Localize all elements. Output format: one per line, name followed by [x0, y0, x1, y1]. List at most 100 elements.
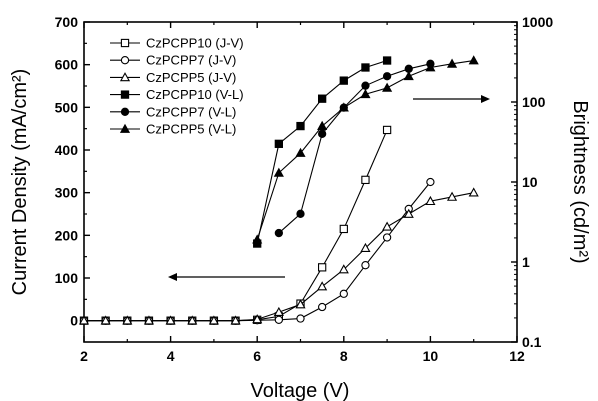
data-point [274, 315, 283, 324]
arrow-head-right [481, 95, 490, 103]
legend: CzPCPP10 (J-V) CzPCPP7 (J-V) CzPCPP5 (J-V)… [110, 36, 244, 137]
data-point [230, 315, 241, 325]
legend-marker [119, 72, 131, 82]
y-right-tick-label: 1 [522, 254, 530, 270]
data-point [360, 242, 371, 252]
data-point [317, 302, 327, 312]
legend-marker [120, 90, 130, 99]
data-point [296, 209, 305, 218]
data-point [252, 314, 263, 324]
y-right-tick-label: 1000 [522, 14, 553, 30]
data-point [426, 177, 435, 187]
series-line [84, 192, 474, 322]
data-point [208, 315, 219, 325]
legend-marker [120, 38, 130, 48]
series-line [84, 181, 431, 322]
legend-entry: CzPCPP10 (V-L) [110, 87, 244, 102]
x-tick-label: 12 [509, 348, 525, 364]
y-right-tick-label: 100 [522, 94, 546, 110]
y-left-tick-label: 700 [55, 14, 79, 30]
legend-label: CzPCPP5 (V-L) [146, 122, 236, 137]
data-point [360, 88, 371, 99]
y-left-tick-label: 100 [55, 270, 79, 286]
y-left-tick-label: 0 [70, 313, 78, 329]
data-point [382, 72, 392, 81]
legend-entry: CzPCPP5 (J-V) [110, 70, 236, 85]
y-left-tick-label: 600 [55, 57, 79, 73]
legend-label: CzPCPP10 (V-L) [146, 87, 244, 102]
arrow-head-left [168, 273, 177, 281]
data-point [317, 94, 327, 103]
data-point [382, 125, 392, 135]
x-axis-label: Voltage (V) [251, 380, 350, 401]
y-left-tick-label: 500 [55, 99, 79, 115]
data-point [143, 315, 155, 325]
y-right-tick-label: 10 [522, 174, 538, 190]
data-point [468, 55, 479, 65]
axis-ticks [83, 21, 518, 343]
data-point [361, 261, 370, 270]
series-2 [79, 177, 435, 325]
legend-marker [120, 56, 130, 65]
data-point [122, 315, 133, 325]
y-right-tick-label: 0.1 [522, 334, 542, 350]
data-point [382, 221, 393, 231]
data-point [382, 56, 392, 65]
legend-marker [119, 123, 131, 133]
data-point [317, 129, 327, 138]
data-point [295, 299, 306, 309]
data-point [274, 228, 283, 238]
legend-label: CzPCPP7 (V-L) [146, 104, 236, 119]
x-tick-label: 6 [253, 348, 261, 364]
data-point [361, 175, 370, 185]
data-point [446, 58, 458, 68]
data-point [317, 263, 327, 272]
data-point [361, 81, 370, 90]
data-point [165, 315, 176, 325]
legend-label: CzPCPP5 (J-V) [146, 70, 236, 85]
data-point [274, 139, 283, 148]
data-point [317, 281, 328, 291]
y-left-tick-label: 400 [55, 142, 79, 158]
data-point [187, 315, 198, 325]
data-point [425, 62, 436, 72]
data-point [382, 82, 393, 92]
data-point [446, 191, 458, 201]
legend-label: CzPCPP10 (J-V) [146, 36, 244, 51]
data-point [361, 63, 370, 72]
series-3 [78, 187, 479, 325]
data-point [273, 167, 284, 177]
x-tick-label: 8 [340, 348, 348, 364]
legend-label: CzPCPP7 (J-V) [146, 53, 236, 68]
legend-entry: CzPCPP7 (J-V) [110, 53, 236, 68]
x-tick-label: 4 [167, 348, 175, 364]
left-axis-label: Current Density (mA/cm²) [9, 69, 31, 296]
data-point [296, 121, 305, 131]
legend-entry: CzPCPP5 (V-L) [110, 122, 236, 137]
y-left-tick-label: 300 [55, 185, 79, 201]
data-point [338, 264, 349, 274]
legend-marker [120, 107, 130, 116]
series-6 [252, 55, 479, 244]
data-point [425, 195, 436, 206]
data-point [403, 70, 414, 81]
data-point [273, 306, 284, 316]
x-tick-label: 2 [80, 348, 88, 364]
data-point [296, 314, 305, 323]
legend-entry: CzPCPP7 (V-L) [110, 104, 236, 119]
right-axis-label: Brightness (cd/m²) [569, 100, 591, 263]
data-point [403, 208, 414, 218]
data-point [295, 147, 306, 157]
data-point [338, 102, 349, 112]
legend-entry: CzPCPP10 (J-V) [110, 36, 244, 51]
data-point [317, 120, 328, 130]
data-point [100, 315, 111, 325]
data-point [468, 187, 479, 197]
data-point [339, 224, 348, 234]
series-layer [78, 55, 479, 325]
data-point [382, 233, 392, 242]
data-point [252, 234, 263, 244]
data-point [78, 315, 90, 325]
series-4 [253, 56, 392, 248]
